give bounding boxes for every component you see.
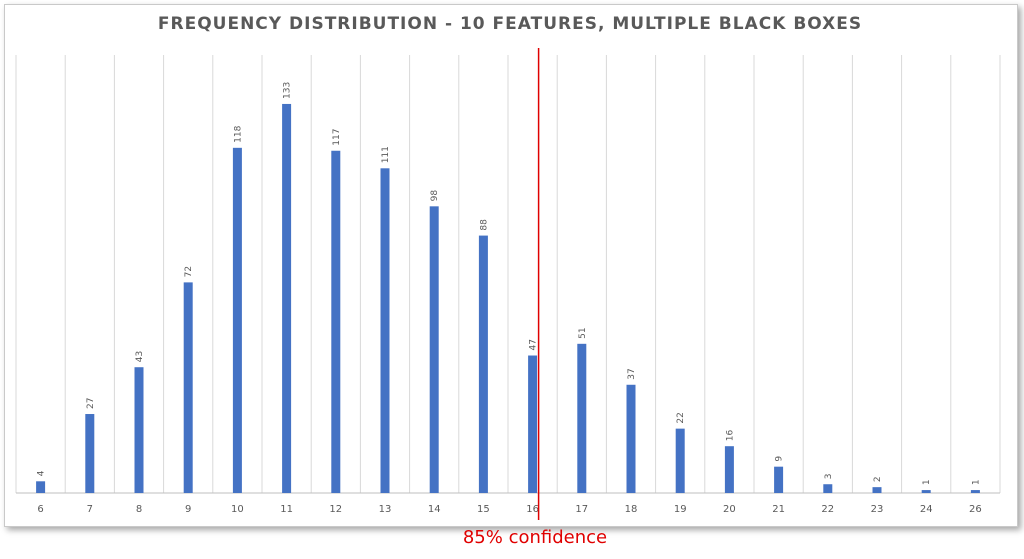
tick-label-16: 16 <box>526 504 539 515</box>
data-label-8: 43 <box>135 351 145 362</box>
data-label-17: 51 <box>578 327 588 338</box>
bar-8 <box>134 367 144 493</box>
bar-10 <box>232 147 242 493</box>
data-label-12: 117 <box>332 129 342 146</box>
chart-title: FREQUENCY DISTRIBUTION - 10 FEATURES, MU… <box>157 14 863 34</box>
data-label-21: 9 <box>775 456 785 462</box>
data-label-18: 37 <box>627 368 637 379</box>
bar-12 <box>331 150 341 493</box>
tick-label-26: 26 <box>969 504 982 515</box>
bar-20 <box>724 446 734 493</box>
tick-label-12: 12 <box>329 504 342 515</box>
bar-21 <box>774 466 784 493</box>
tick-label-9: 9 <box>185 504 191 515</box>
data-label-10: 118 <box>233 125 243 142</box>
tick-label-7: 7 <box>87 504 93 515</box>
tick-label-22: 22 <box>821 504 834 515</box>
data-label-15: 88 <box>479 219 489 231</box>
tick-label-18: 18 <box>625 504 638 515</box>
data-label-14: 98 <box>430 190 440 202</box>
data-label-24: 1 <box>922 479 932 485</box>
tick-label-15: 15 <box>477 504 490 515</box>
tick-label-11: 11 <box>280 504 293 515</box>
bar-19 <box>675 428 685 493</box>
data-label-9: 72 <box>184 266 194 277</box>
tick-label-10: 10 <box>231 504 244 515</box>
bar-26 <box>970 490 980 493</box>
data-label-22: 3 <box>824 473 834 479</box>
data-label-13: 111 <box>381 146 391 163</box>
confidence-label: 85% confidence <box>462 527 608 548</box>
bar-18 <box>626 384 636 493</box>
bar-24 <box>921 490 931 493</box>
data-label-7: 27 <box>86 398 96 409</box>
bar-23 <box>872 487 882 493</box>
bar-6 <box>36 481 46 493</box>
chart-frame <box>4 4 1018 527</box>
tick-label-24: 24 <box>920 504 933 515</box>
tick-label-17: 17 <box>575 504 588 515</box>
tick-label-8: 8 <box>136 504 142 515</box>
bar-16 <box>528 355 538 493</box>
tick-label-19: 19 <box>674 504 687 515</box>
tick-label-21: 21 <box>772 504 785 515</box>
bar-13 <box>380 168 390 493</box>
tick-label-6: 6 <box>37 504 43 515</box>
bar-22 <box>823 484 833 493</box>
bar-17 <box>577 343 587 493</box>
bar-7 <box>85 414 95 493</box>
tick-label-14: 14 <box>428 504 441 515</box>
data-label-19: 22 <box>676 412 686 423</box>
bar-11 <box>282 103 292 493</box>
tick-label-13: 13 <box>379 504 392 515</box>
data-label-26: 1 <box>971 479 981 485</box>
bar-15 <box>478 235 488 493</box>
data-label-23: 2 <box>873 476 883 482</box>
data-label-6: 4 <box>37 470 47 476</box>
data-label-11: 133 <box>283 82 293 99</box>
tick-label-20: 20 <box>723 504 736 515</box>
data-label-20: 16 <box>725 429 735 441</box>
tick-label-23: 23 <box>871 504 884 515</box>
bar-9 <box>183 282 193 493</box>
bar-14 <box>429 206 439 494</box>
data-label-16: 47 <box>529 339 539 350</box>
